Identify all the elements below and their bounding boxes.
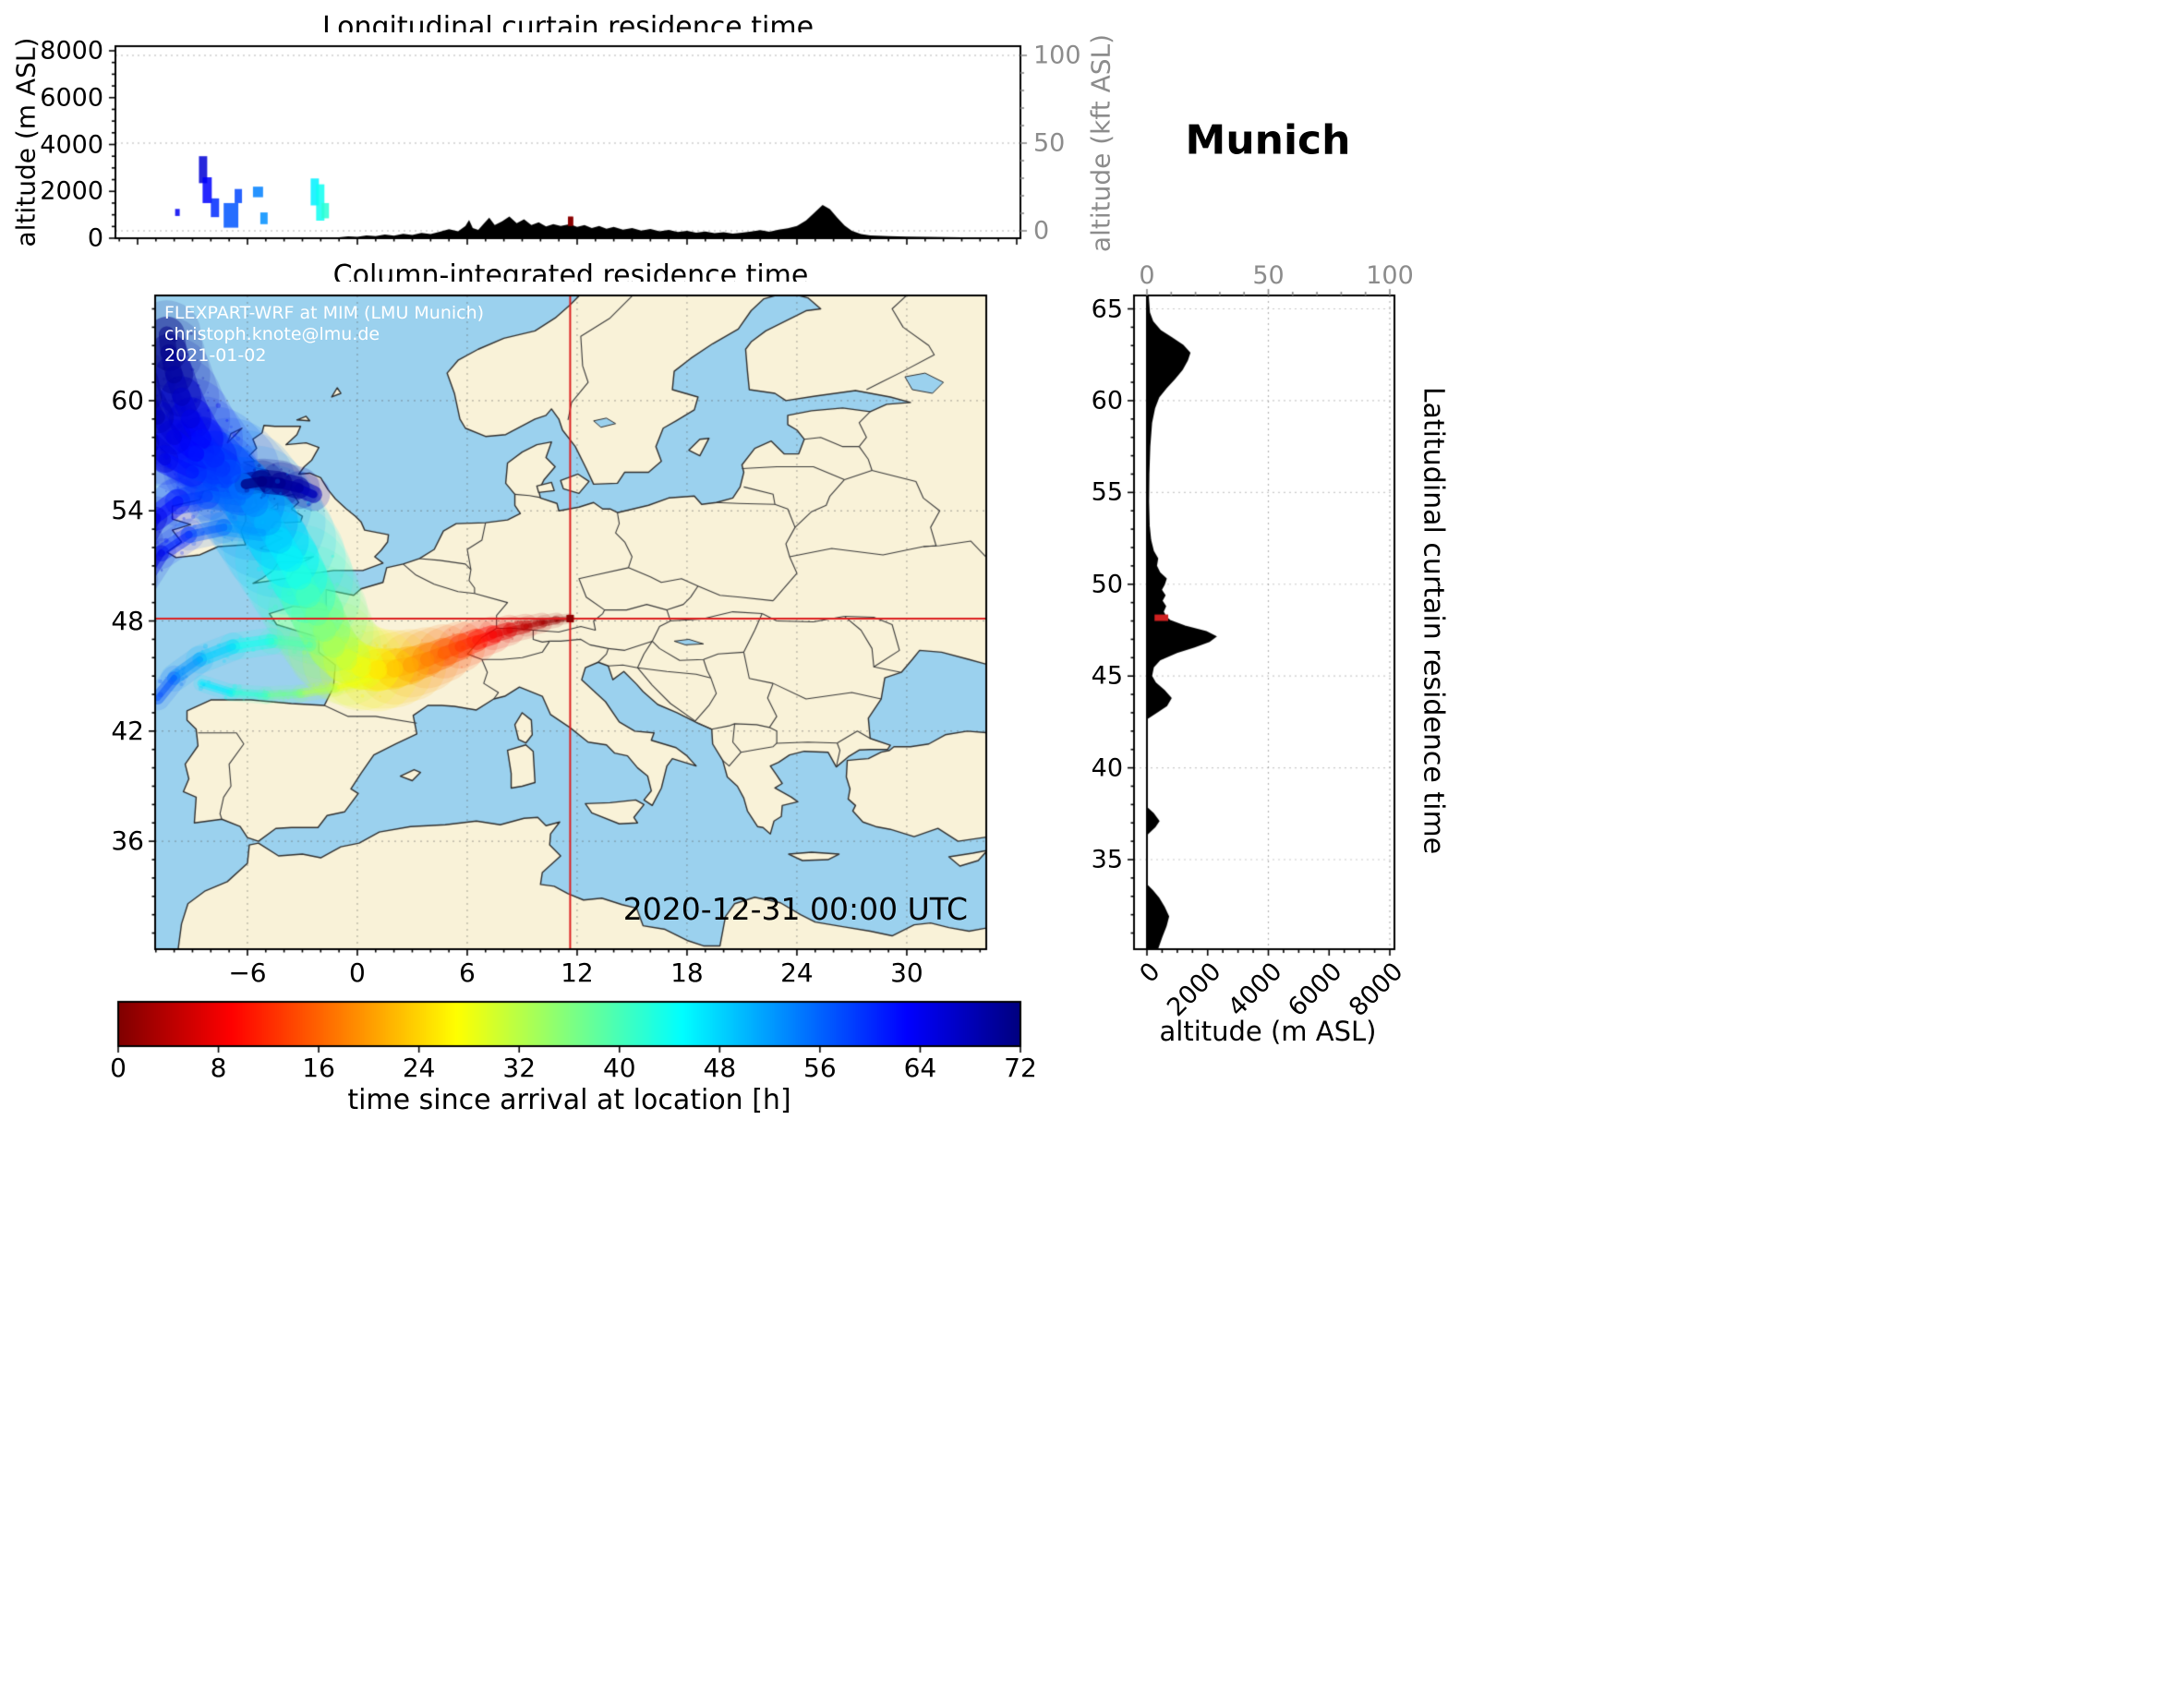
tick-label: 0 xyxy=(110,1053,127,1083)
right-panel-side-title: Latitudinal curtain residence time xyxy=(1417,386,1450,855)
tick-label: 36 xyxy=(111,825,144,857)
tick-label: 0 xyxy=(1033,216,1050,246)
tick-label: 48 xyxy=(703,1053,737,1083)
tick-label: 24 xyxy=(402,1053,436,1083)
top-panel-ylabel-right: altitude (kft ASL) xyxy=(1085,33,1116,253)
tick-label: 6000 xyxy=(1283,957,1348,1023)
map-timestamp: 2020-12-31 00:00 UTC xyxy=(622,891,968,927)
right-panel-xlabel: altitude (m ASL) xyxy=(1159,1016,1377,1047)
tick-label: 8000 xyxy=(1343,957,1409,1023)
tick-label: 60 xyxy=(111,384,144,415)
latitudinal-curtain-plot xyxy=(1120,282,1408,963)
tick-label: 0 xyxy=(87,223,103,253)
tick-label: 18 xyxy=(670,957,704,988)
tick-label: 2000 xyxy=(1161,957,1227,1023)
map-attribution: FLEXPART-WRF at MIM (LMU Munich) christo… xyxy=(164,303,484,367)
column-integrated-map xyxy=(141,282,1000,963)
tick-label: 0 xyxy=(1139,261,1155,290)
longitudinal-curtain-plot xyxy=(102,32,1034,252)
tick-label: 55 xyxy=(1091,477,1123,507)
tick-label: 60 xyxy=(1091,386,1123,415)
tick-label: 100 xyxy=(1033,41,1081,70)
colorbar xyxy=(116,1000,1022,1059)
tick-label: 64 xyxy=(903,1053,937,1083)
tick-label: 35 xyxy=(1091,845,1123,874)
tick-label: 72 xyxy=(1004,1053,1037,1083)
tick-label: 50 xyxy=(1033,128,1066,158)
tick-label: 6 xyxy=(459,957,476,988)
tick-label: 32 xyxy=(502,1053,537,1083)
tick-label: 24 xyxy=(780,957,814,988)
tick-label: 54 xyxy=(111,495,144,526)
tick-label: 40 xyxy=(602,1053,636,1083)
tick-label: 0 xyxy=(349,957,366,988)
tick-label: 42 xyxy=(111,715,144,746)
tick-label: −6 xyxy=(228,957,267,988)
tick-label: 8000 xyxy=(40,36,103,66)
tick-label: 30 xyxy=(890,957,923,988)
tick-label: 6000 xyxy=(40,83,103,113)
tick-label: 45 xyxy=(1091,661,1123,691)
tick-label: 8 xyxy=(210,1053,227,1083)
tick-label: 65 xyxy=(1091,295,1123,323)
attribution-line-1: FLEXPART-WRF at MIM (LMU Munich) xyxy=(164,303,485,323)
tick-label: 50 xyxy=(1091,570,1123,599)
location-title: Munich xyxy=(1185,116,1351,164)
attribution-line-3: 2021-01-02 xyxy=(164,345,267,366)
tick-label: 2000 xyxy=(40,176,103,206)
tick-label: 100 xyxy=(1366,261,1414,290)
tick-label: 56 xyxy=(803,1053,837,1083)
tick-label: 16 xyxy=(302,1053,335,1083)
colorbar-label: time since arrival at location [h] xyxy=(347,1084,791,1116)
top-panel-ylabel-left: altitude (m ASL) xyxy=(10,37,42,247)
tick-label: 40 xyxy=(1091,753,1123,783)
tick-label: 50 xyxy=(1252,261,1285,290)
tick-label: 48 xyxy=(111,605,144,636)
tick-label: 12 xyxy=(561,957,594,988)
tick-label: 4000 xyxy=(1222,957,1288,1023)
tick-label: 4000 xyxy=(40,130,103,159)
attribution-line-2: christoph.knote@lmu.de xyxy=(164,324,380,344)
